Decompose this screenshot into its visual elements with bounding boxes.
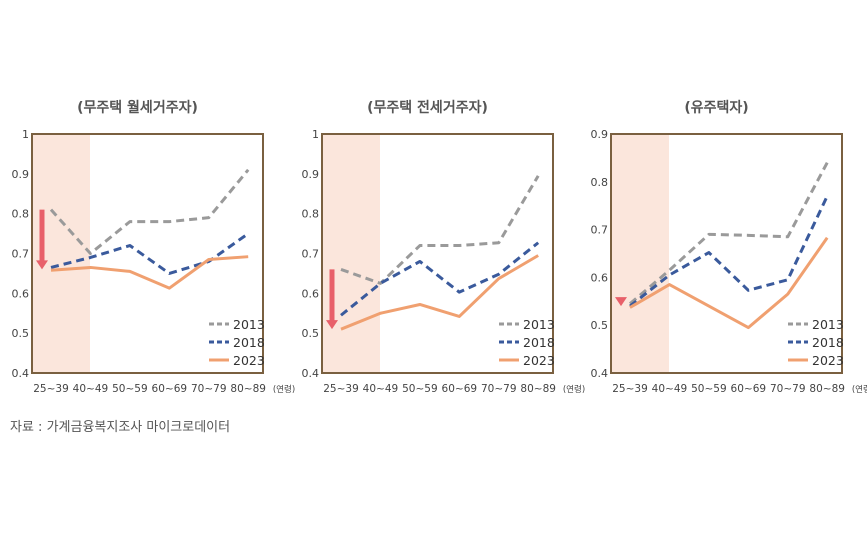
x-tick-label: 60~69	[442, 383, 478, 395]
y-tick-label: 0.5	[302, 327, 320, 340]
decline-arrow-head	[326, 320, 338, 330]
chart-title: (무주택 전세거주자)	[367, 99, 488, 116]
x-tick-label: 40~49	[73, 383, 109, 395]
legend-label-2018: 2018	[523, 335, 555, 350]
series-line-2023	[50, 255, 249, 290]
chart-title: (유주택자)	[684, 99, 748, 116]
legend-label-2023: 2023	[233, 353, 265, 368]
y-tick-label: 1	[22, 128, 29, 141]
legend-label-2023: 2023	[812, 353, 844, 368]
x-tick-label: 80~89	[520, 383, 556, 395]
series-line-2018	[629, 195, 829, 308]
legend-label-2018: 2018	[233, 335, 265, 350]
highlight-band	[611, 134, 669, 373]
x-tick-label: 25~39	[323, 383, 359, 395]
series-line-2013	[49, 168, 250, 255]
y-tick-label: 0.6	[302, 287, 320, 300]
series-line-2018	[50, 232, 250, 275]
decline-arrow-head	[36, 260, 48, 270]
x-tick-label: 70~79	[191, 383, 227, 395]
chart-title: (무주택 월세거주자)	[77, 99, 198, 116]
chart-3: (유주택자) 0.4 0.5 0.6 0.7 0.8 0.9 25~39 40~49 50~59 6…	[591, 99, 867, 395]
x-tick-label: 50~59	[691, 383, 727, 395]
x-tick-label: 50~59	[112, 383, 148, 395]
x-tick-label: 80~89	[809, 383, 845, 395]
x-tick-label: 25~39	[612, 383, 648, 395]
plot-frame	[31, 133, 264, 374]
series-line-2013	[340, 175, 540, 285]
plot-frame	[610, 133, 843, 374]
y-tick-label: 0.8	[591, 176, 609, 189]
y-tick-label: 0.4	[12, 367, 30, 380]
source-note: 자료 : 가계금융복지조사 마이크로데이터	[10, 420, 231, 435]
x-tick-label: 25~39	[33, 383, 69, 395]
y-tick-label: 0.9	[302, 168, 320, 181]
y-tick-label: 0.8	[302, 208, 320, 221]
series-line-2023	[629, 236, 829, 330]
x-tick-label: 80~89	[230, 383, 266, 395]
series-line-2013	[629, 161, 829, 305]
x-tick-label: 60~69	[152, 383, 188, 395]
chart-1: (무주택 월세거주자) 0.4 0.5 0.6 0.7 0.8 0.9 1 25~39 40~49…	[12, 99, 296, 395]
y-tick-label: 0.4	[591, 367, 609, 380]
x-tick-label: 40~49	[652, 383, 688, 395]
y-tick-label: 0.4	[302, 367, 320, 380]
y-tick-label: 0.9	[12, 168, 30, 181]
x-tick-label: 70~79	[770, 383, 806, 395]
highlight-band	[322, 134, 380, 373]
x-tick-label: 70~79	[481, 383, 517, 395]
x-unit-label: (연령)	[273, 384, 295, 395]
series-line-2023	[340, 254, 539, 331]
chart-2: (무주택 전세거주자) 0.4 0.5 0.6 0.7 0.8 0.9 1 25~39 40~49…	[302, 99, 586, 395]
legend-label-2013: 2013	[523, 317, 555, 332]
series-line-2018	[340, 241, 540, 317]
x-tick-label: 40~49	[363, 383, 399, 395]
x-tick-label: 50~59	[402, 383, 438, 395]
y-tick-label: 0.7	[302, 248, 320, 261]
legend-label-2013: 2013	[812, 317, 844, 332]
x-unit-label: (연령)	[563, 384, 585, 395]
decline-arrow-head	[615, 297, 627, 307]
y-tick-label: 1	[312, 128, 319, 141]
legend-label-2023: 2023	[523, 353, 555, 368]
plot-frame	[321, 133, 554, 374]
legend-label-2013: 2013	[233, 317, 265, 332]
y-tick-label: 0.7	[591, 224, 609, 237]
y-tick-label: 0.9	[591, 128, 609, 141]
y-tick-label: 0.6	[591, 271, 609, 284]
legend-label-2018: 2018	[812, 335, 844, 350]
x-unit-label: (연령)	[852, 384, 867, 395]
y-tick-label: 0.5	[591, 319, 609, 332]
y-tick-label: 0.8	[12, 208, 30, 221]
y-tick-label: 0.7	[12, 248, 30, 261]
y-tick-label: 0.5	[12, 327, 30, 340]
y-tick-label: 0.6	[12, 287, 30, 300]
x-tick-label: 60~69	[731, 383, 767, 395]
